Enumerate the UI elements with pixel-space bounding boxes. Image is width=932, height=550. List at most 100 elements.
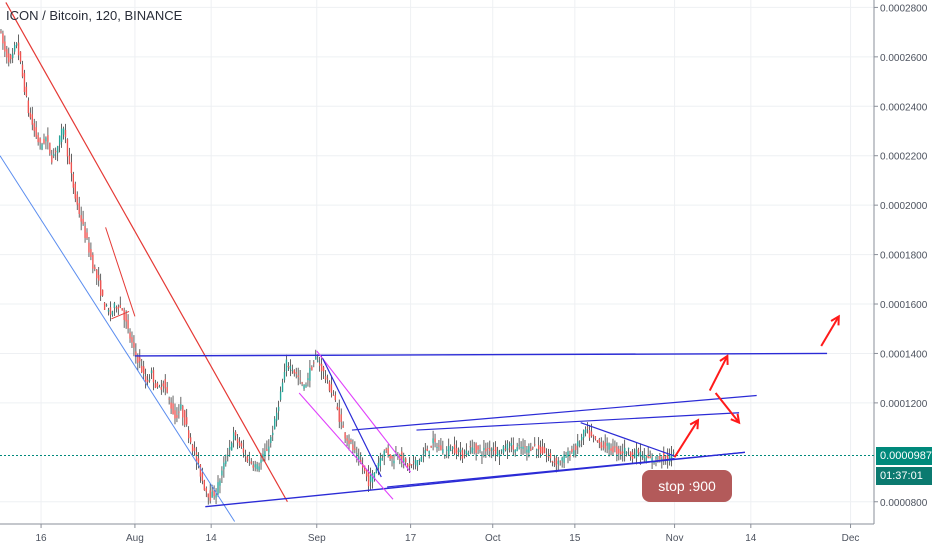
candle-body [137, 356, 139, 363]
candle-body [592, 435, 595, 437]
y-tick-label: 0.0002000 [880, 201, 928, 212]
candle-body [213, 490, 215, 497]
x-tick-label: Sep [308, 533, 326, 544]
x-tick-label: Aug [126, 533, 144, 544]
candle-body [557, 460, 559, 465]
candle-body [575, 445, 577, 450]
candle-body [553, 461, 555, 463]
candle-body [270, 437, 272, 443]
candle-body [168, 398, 170, 400]
candle-body [272, 432, 274, 436]
candle-body [275, 412, 278, 421]
x-tick-label: Oct [485, 533, 501, 544]
candle-body [377, 462, 380, 469]
candle-body [453, 444, 456, 454]
candle-body [356, 453, 358, 455]
candle-body [672, 452, 675, 454]
candle-body [383, 450, 385, 457]
candle-body [389, 454, 391, 460]
candle-body [659, 455, 661, 460]
candle-body [410, 464, 413, 466]
horizontal-resistance-blue [134, 352, 828, 357]
y-tick-label: 0.0002200 [880, 152, 928, 163]
candle-body [105, 305, 108, 307]
candle-body [637, 449, 640, 454]
candle-body [236, 438, 239, 443]
candle-body [559, 461, 561, 463]
candle-body [473, 448, 475, 450]
candle-body [602, 445, 604, 447]
candle-body [448, 446, 450, 455]
candle-body [426, 448, 428, 451]
candle-body [92, 254, 94, 269]
candle-body [643, 454, 645, 459]
candle-body [279, 391, 282, 400]
candle-body [561, 457, 563, 461]
candle-body [283, 371, 286, 380]
candle-body [436, 446, 438, 448]
candle-body [29, 112, 31, 118]
candle-body [365, 469, 368, 477]
candle-body [49, 142, 51, 154]
candle-body [338, 407, 340, 422]
candle-body [123, 309, 125, 320]
candle-body [162, 383, 164, 387]
candle-body [127, 319, 129, 329]
candle-body [31, 114, 33, 125]
candle-body [661, 458, 663, 461]
candle-body [467, 452, 469, 455]
y-tick-label: 0.0000800 [880, 498, 928, 509]
candle-body [201, 472, 204, 481]
candle-body [19, 51, 22, 62]
candle-body [182, 405, 184, 418]
candle-body [428, 450, 430, 454]
candle-body [166, 387, 168, 393]
candle-body [229, 446, 231, 450]
candle-body [260, 459, 262, 463]
candle-body [422, 454, 424, 456]
candle-body [434, 438, 436, 443]
candle-body [483, 447, 485, 451]
candle-body [563, 454, 565, 463]
candle-body [391, 455, 393, 459]
candle-body [629, 451, 632, 457]
candle-body [399, 454, 401, 460]
candle-body [0, 31, 2, 33]
candle-body [221, 470, 223, 476]
candle-body [68, 155, 71, 164]
candle-body [346, 438, 348, 441]
candle-body [526, 449, 528, 453]
chart-title: ICON / Bitcoin, 120, BINANCE [6, 8, 183, 23]
candle-body [23, 73, 26, 93]
candle-body [622, 451, 624, 454]
x-tick-label: 17 [405, 533, 417, 544]
candle-body [234, 431, 237, 436]
candle-body [256, 464, 258, 469]
candle-body [6, 49, 8, 58]
candle-body [451, 446, 454, 450]
candle-body [373, 472, 376, 479]
arrow-up-3-head [830, 314, 840, 326]
candle-body [518, 444, 520, 446]
candle-body [565, 456, 567, 458]
y-tick-label: 0.0001400 [880, 349, 928, 360]
candle-body [418, 459, 421, 461]
candle-body [4, 41, 6, 52]
candle-body [645, 457, 647, 462]
candle-body [10, 54, 12, 60]
candle-body [274, 418, 276, 430]
candle-body [625, 452, 628, 454]
candle-body [534, 444, 536, 446]
candle-body [215, 494, 217, 498]
candle-body [403, 458, 405, 463]
candle-body [471, 447, 473, 453]
stop-annotation[interactable]: stop :900 [642, 470, 732, 502]
candle-body [223, 462, 225, 470]
candle-body [408, 462, 411, 466]
candle-body [547, 455, 550, 457]
candle-body [571, 449, 573, 453]
candle-body [199, 464, 202, 477]
candle-body [440, 445, 442, 451]
candle-body [406, 464, 409, 468]
